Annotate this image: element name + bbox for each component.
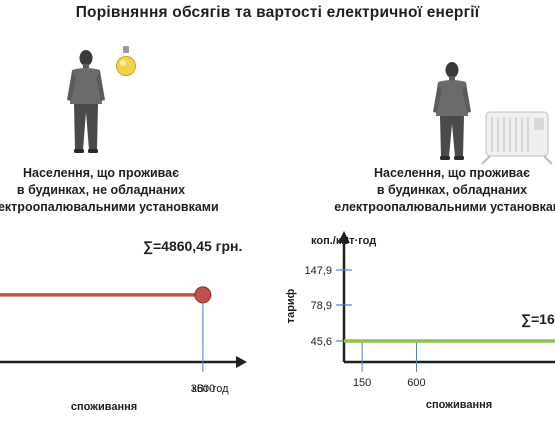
right-chart: коп./кВт·год тариф споживання ∑=16 147,9… xyxy=(285,231,555,411)
x-axis-unit: кВт·год xyxy=(192,383,229,395)
y-axis-unit: коп./кВт·год xyxy=(311,235,376,247)
end-point-marker xyxy=(194,286,212,304)
caption-line: в будинках, обладнаних xyxy=(376,183,528,197)
x-tick-label: 150 xyxy=(353,377,371,389)
x-axis-label: споживання xyxy=(71,401,137,413)
caption-line: в будинках, не обладнаних xyxy=(16,183,186,197)
caption-line: електроопалювальними установками xyxy=(334,200,555,214)
x-axis-label: споживання xyxy=(426,399,492,411)
right-caption: Населення, що проживає в будинках, облад… xyxy=(322,165,555,216)
person-icon xyxy=(433,62,471,160)
sum-annotation: ∑=4860,45 грн. xyxy=(143,238,242,255)
page-title: Порівняння обсягів та вартості електричн… xyxy=(75,4,480,21)
light-bulb-icon xyxy=(116,46,136,76)
y-tick-label: 147,9 xyxy=(304,265,332,277)
sum-annotation: ∑=16 xyxy=(521,311,555,328)
caption-line: Населення, що проживає xyxy=(373,166,531,180)
y-axis-label: тариф xyxy=(285,288,297,323)
x-tick-label: 600 xyxy=(407,377,425,389)
electric-heater-icon xyxy=(481,111,553,165)
caption-line: Населення, що проживає xyxy=(22,166,180,180)
x-axis-arrow xyxy=(236,356,247,368)
caption-line: електроопалювальними установками xyxy=(0,200,219,214)
y-axis-arrow xyxy=(338,231,350,243)
left-chart: кВт·год споживання ∑=4860,45 грн. 600360… xyxy=(0,238,247,413)
y-tick-label: 78,9 xyxy=(311,300,332,312)
x-tick-label: 3600 xyxy=(191,383,215,395)
left-caption: Населення, що проживає в будинках, не об… xyxy=(0,165,226,216)
person-icon xyxy=(67,50,105,153)
y-tick-label: 45,6 xyxy=(311,336,332,348)
